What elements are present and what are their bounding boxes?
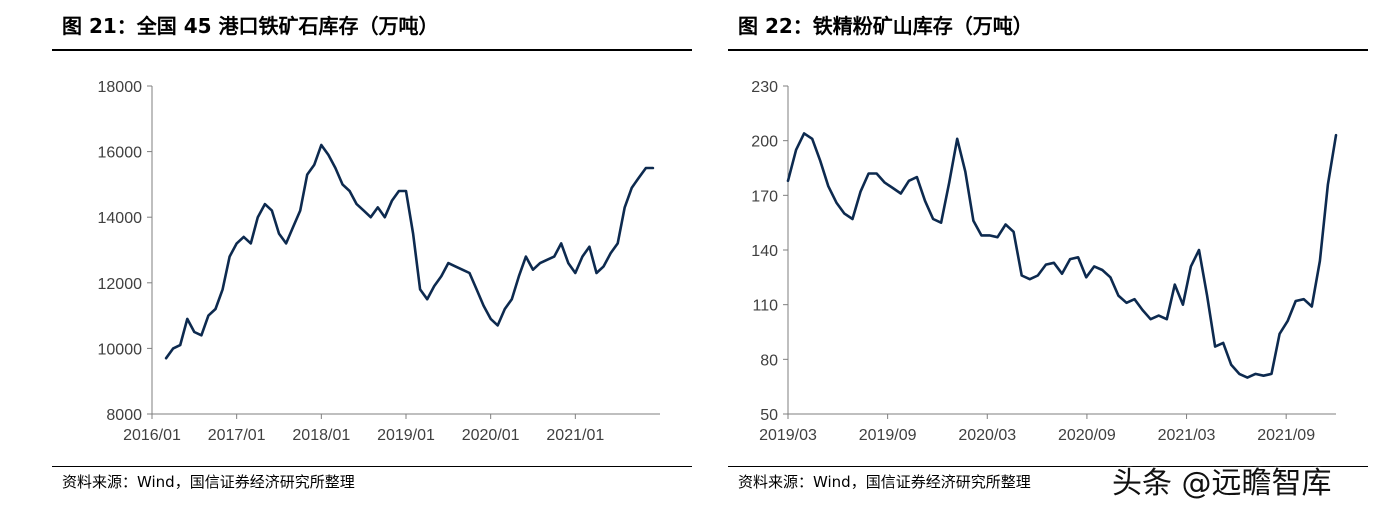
x-tick-label: 2021/09: [1257, 427, 1315, 444]
x-tick-label: 2019/01: [377, 427, 435, 444]
x-tick-label: 2020/01: [462, 427, 520, 444]
title-divider: [52, 49, 692, 51]
source-note: 资料来源：Wind，国信证券经济研究所整理: [62, 473, 355, 491]
axis-lines: [787, 86, 1336, 415]
x-tick-label: 2018/01: [292, 427, 350, 444]
x-tick-label: 2020/09: [1058, 427, 1116, 444]
y-tick-label: 18000: [98, 79, 143, 96]
port-inventory-chart: 8000 10000 12000 14000 16000 18000 2016/01 2017…: [98, 79, 660, 444]
y-tick-label: 14000: [98, 210, 143, 227]
mine-inventory-chart: 50 80 110 140 170 200 230 2019/03 2019/09 2020/03…: [751, 79, 1338, 444]
x-tick-label: 2017/01: [208, 427, 266, 444]
x-tick-label: 2016/01: [123, 427, 181, 444]
y-tick-label: 230: [751, 79, 778, 96]
y-tick-label: 12000: [98, 276, 143, 293]
y-tick-label: 200: [751, 134, 778, 151]
chart-title: 图 21：全国 45 港口铁矿石库存（万吨）: [62, 14, 439, 38]
y-tick-label: 8000: [106, 407, 142, 424]
chart-title: 图 22：铁精粉矿山库存（万吨）: [738, 14, 1033, 38]
x-tick-label: 2021/03: [1158, 427, 1216, 444]
y-tick-label: 10000: [98, 341, 143, 358]
source-divider: [52, 466, 692, 467]
watermark-text: 头条 @远瞻智库: [1112, 466, 1332, 501]
y-tick-label: 170: [751, 188, 778, 205]
series-line: [164, 143, 655, 360]
x-tick-label: 2019/03: [759, 427, 817, 444]
source-note: 资料来源：Wind，国信证券经济研究所整理: [738, 473, 1031, 491]
series-line: [786, 132, 1338, 379]
y-tick-label: 50: [760, 407, 778, 424]
x-tick-label: 2021/01: [546, 427, 604, 444]
source-divider: [728, 466, 1368, 467]
title-divider: [728, 49, 1368, 51]
axis-lines: [151, 86, 660, 415]
y-tick-label: 16000: [98, 145, 143, 162]
y-tick-label: 80: [760, 352, 778, 369]
y-tick-label: 110: [752, 298, 778, 315]
x-tick-label: 2019/09: [859, 427, 917, 444]
x-tick-label: 2020/03: [958, 427, 1016, 444]
y-tick-label: 140: [751, 243, 778, 260]
